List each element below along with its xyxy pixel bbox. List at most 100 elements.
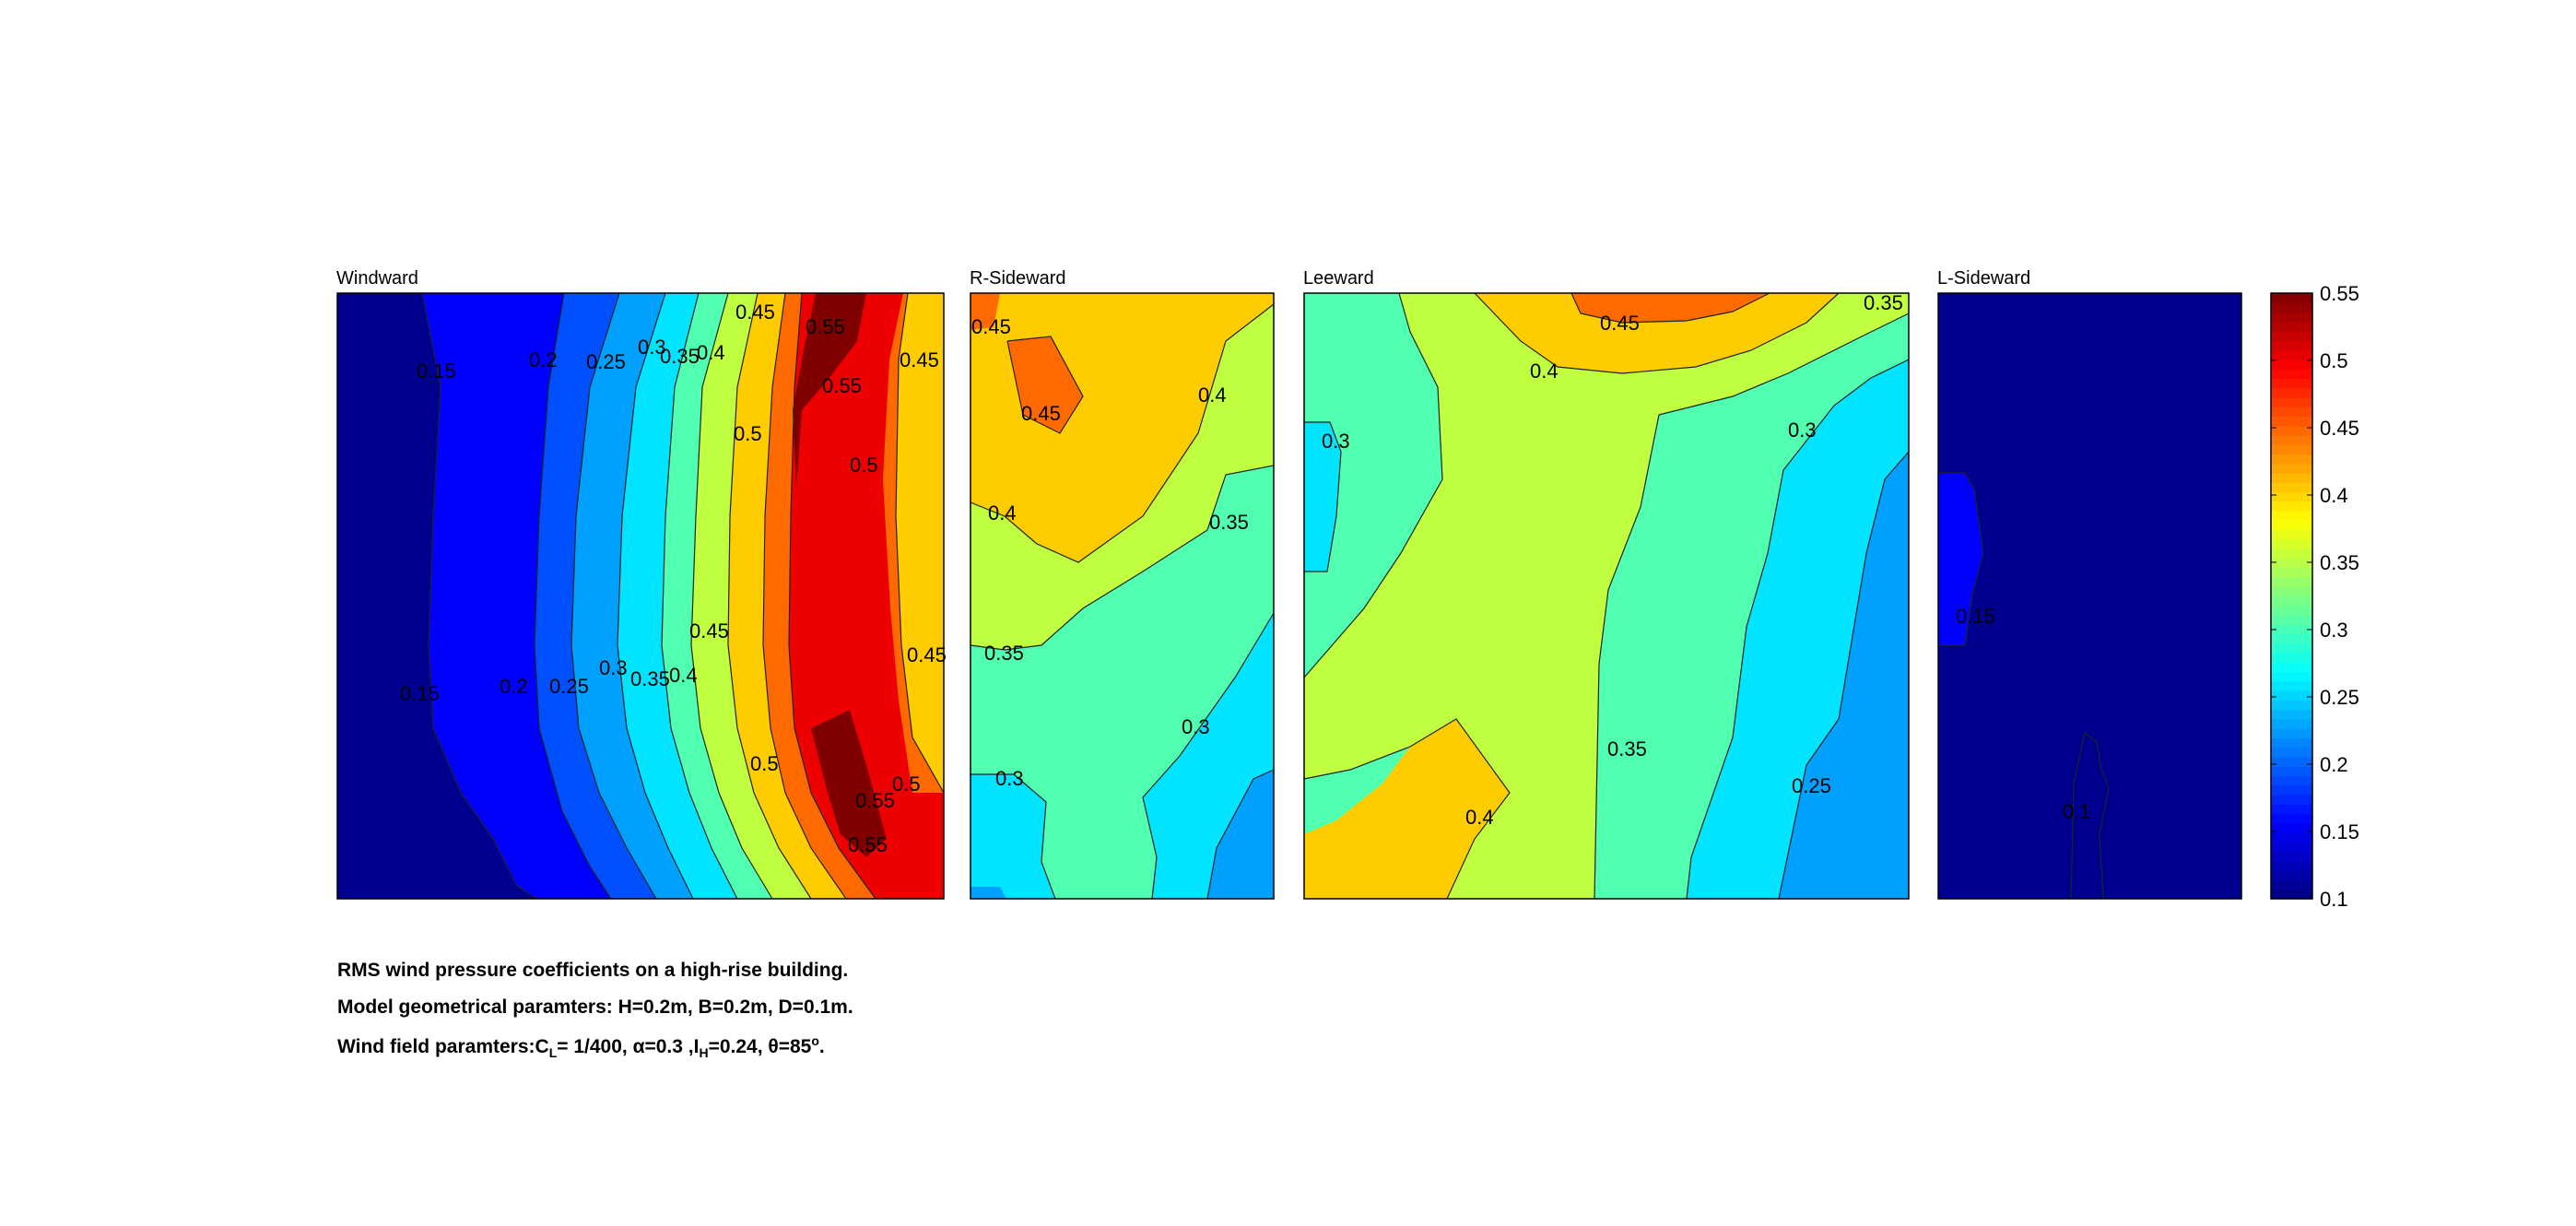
band-0.45-bottom [1304, 719, 1510, 899]
colorbar-band [2271, 576, 2312, 587]
colorbar-band [2271, 784, 2312, 796]
colorbar-band [2271, 737, 2312, 749]
caption-sub-L: L [548, 1045, 558, 1061]
contour-label: 0.35 [660, 345, 700, 368]
panel-l-sideward [1937, 292, 2242, 900]
caption-text-3c: =0.24, θ=85 [708, 1036, 812, 1057]
colorbar-band [2271, 851, 2312, 862]
contour-label: 0.4 [697, 341, 725, 364]
panel-title-l-sideward: L-Sideward [1937, 268, 2030, 289]
colorbar-band [2271, 804, 2312, 815]
contour-label: 0.15 [1956, 605, 1995, 628]
contour-label: 0.3 [599, 656, 628, 679]
contour-label: 0.4 [1198, 383, 1227, 407]
contour-label: 0.15 [417, 360, 456, 383]
contour-label: 0.25 [1792, 774, 1831, 797]
colorbar-band [2271, 757, 2312, 767]
contour-label: 0.3 [1788, 418, 1817, 442]
colorbar: 0.55 0.5 0.45 0.4 0.35 0.3 0.25 0.2 0.15 0.1 [2270, 282, 2359, 911]
colorbar-band [2271, 331, 2312, 341]
colorbar-band [2271, 671, 2312, 682]
colorbar-band [2271, 529, 2312, 540]
contour-label: 0.3 [1322, 430, 1350, 453]
colorbar-band [2271, 766, 2312, 777]
contour-label: 0.45 [971, 315, 1011, 338]
panel-r-sideward [970, 292, 1275, 900]
band-0.25-right [1207, 770, 1274, 899]
contour-label: 0.55 [855, 789, 895, 812]
caption-text-2: Model geometrical paramters: H=0.2m, B=0… [337, 996, 853, 1018]
colorbar-band [2271, 491, 2312, 502]
contour-label: 0.2 [500, 675, 528, 698]
contour-label: 0.1 [2063, 800, 2091, 823]
colorbar-band [2271, 558, 2312, 569]
colorbar-band [2271, 463, 2312, 474]
colorbar-band [2271, 775, 2312, 786]
contour-label: 0.55 [822, 374, 862, 397]
colorbar-band [2271, 842, 2312, 853]
colorbar-tick-label: 0.45 [2320, 417, 2359, 440]
colorbar-tick-label: 0.5 [2320, 349, 2348, 372]
caption-sub-H: H [699, 1045, 709, 1061]
band-0.4 [1304, 293, 1909, 899]
colorbar-band [2271, 340, 2312, 351]
colorbar-band [2271, 482, 2312, 493]
panel-leeward [1303, 292, 1910, 900]
colorbar-band [2271, 690, 2312, 701]
contour-label: 0.45 [1021, 402, 1061, 425]
contour-label: 0.4 [1530, 360, 1559, 383]
colorbar-band [2271, 425, 2312, 436]
colorbar-band [2271, 860, 2312, 871]
colorbar-band [2271, 293, 2312, 303]
contour-label: 0.45 [900, 348, 939, 371]
band-0.5-corner [970, 293, 1000, 330]
colorbar-band [2271, 633, 2312, 644]
colorbar-band [2271, 586, 2312, 597]
colorbar-band [2271, 511, 2312, 521]
contour-label: 0.45 [735, 301, 775, 324]
contour-label: 0.3 [638, 336, 666, 359]
colorbar-band [2271, 548, 2312, 560]
panel-title-leeward: Leeward [1303, 268, 1374, 289]
colorbar-band [2271, 538, 2312, 549]
contour-label: 0.55 [848, 833, 888, 856]
colorbar-band [2271, 396, 2312, 407]
contour-label: 0.35 [1864, 291, 1903, 314]
contour-label: 0.2 [529, 348, 558, 371]
contour-label: 0.45 [1600, 312, 1640, 335]
colorbar-band [2271, 416, 2312, 427]
colorbar-band [2271, 359, 2312, 370]
colorbar-band [2271, 520, 2312, 531]
contour-label: 0.5 [892, 772, 921, 796]
colorbar-band [2271, 662, 2312, 673]
contour-label: 0.4 [988, 501, 1017, 525]
contour-labels-l-sideward: 0.15 0.1 [1956, 605, 2091, 823]
colorbar-tick-label: 0.3 [2320, 619, 2348, 642]
contour-label: 0.4 [1465, 806, 1494, 829]
caption-text-3b: = 1/400, α=0.3 ,I [557, 1036, 700, 1057]
contour-label: 0.3 [995, 767, 1024, 790]
colorbar-band [2271, 312, 2312, 323]
colorbar-band [2271, 624, 2312, 635]
colorbar-band [2271, 728, 2312, 739]
colorbar-band [2271, 369, 2312, 379]
colorbar-tick-label: 0.2 [2320, 753, 2348, 776]
colorbar-band [2271, 889, 2312, 900]
contour-label: 0.25 [586, 350, 626, 373]
caption-line-2: Model geometrical paramters: H=0.2m, B=0… [337, 996, 853, 1019]
caption-line-3: Wind field paramters:CL= 1/400, α=0.3 ,I… [337, 1033, 825, 1060]
contour-label: 0.5 [850, 454, 878, 477]
colorbar-band [2271, 680, 2312, 691]
contour-label: 0.35 [984, 642, 1024, 665]
colorbar-tick-label: 0.35 [2320, 551, 2359, 574]
colorbar-ticks: 0.55 0.5 0.45 0.4 0.35 0.3 0.25 0.2 0.15 0.1 [2271, 282, 2359, 911]
colorbar-tick-label: 0.4 [2320, 484, 2348, 507]
colorbar-band [2271, 747, 2312, 758]
colorbar-tick-label: 0.25 [2320, 686, 2359, 709]
colorbar-band [2271, 387, 2312, 398]
contour-label: 0.5 [750, 752, 779, 775]
colorbar-tick-label: 0.15 [2320, 820, 2359, 843]
colorbar-tick-label: 0.55 [2320, 282, 2359, 305]
colorbar-tick-label: 0.1 [2320, 888, 2348, 911]
colorbar-band [2271, 349, 2312, 360]
